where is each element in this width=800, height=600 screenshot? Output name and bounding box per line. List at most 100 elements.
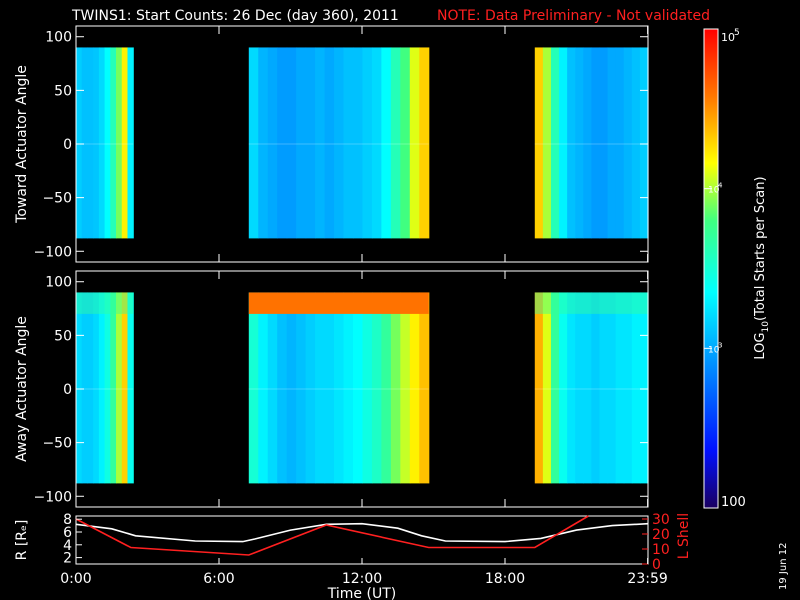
heatmap-cell-away-0-7 (116, 292, 123, 484)
heatmap-cell-away-1-5 (296, 292, 307, 484)
heatmap-cell-away-1-4 (286, 292, 297, 484)
heatmap-cell-away-1-16 (400, 292, 411, 484)
heatmap-cell-away-1-12 (362, 292, 373, 484)
colorbar-tick-base-1: 10 (708, 345, 720, 355)
preliminary-note: NOTE: Data Preliminary - Not validated (437, 8, 710, 24)
heatmap-cell-toward-2-4 (567, 47, 576, 239)
orbit-ytick-left-label-1: 6 (63, 525, 72, 541)
heatmap-cell-toward-0-2 (87, 47, 94, 239)
heatmap-cell-away-0-9 (127, 292, 134, 484)
xtick-label-1: 6:00 (203, 571, 234, 587)
colorbar-top-base: 10 (721, 31, 735, 44)
heatmap-cell-toward-0-3 (93, 47, 100, 239)
ytick-label-away-2: 0 (63, 382, 72, 398)
ytick-label-toward-4: −100 (34, 244, 72, 260)
orbit-ytick-left-label-0: 8 (63, 512, 72, 528)
colorbar-tick-exp-1: 3 (718, 341, 722, 349)
ytick-label-toward-2: 0 (63, 137, 72, 153)
heatmap-cell-toward-0-7 (116, 47, 123, 239)
heatmap-cell-away-1-8 (324, 292, 335, 484)
heatmap-cell-toward-2-7 (591, 47, 601, 239)
heatmap-cell-toward-1-9 (334, 47, 345, 239)
heatmap-cell-away-2-12 (631, 292, 641, 484)
heatmap-cell-toward-1-7 (315, 47, 326, 239)
heatmap-cell-toward-1-2 (267, 47, 278, 239)
heatmap-cell-away-0-1 (81, 292, 89, 484)
toward-panel: 100 50 0 −50 −100 Toward Actuator Angle (14, 25, 649, 263)
orbit-ytick-right-label-3: 0 (652, 557, 661, 573)
heatmap-cell-away-1-6 (305, 292, 316, 484)
heatmap-cell-away-1-13 (371, 292, 382, 484)
colorbar-label-sub: 10 (761, 321, 771, 333)
heatmap-cell-toward-1-12 (362, 47, 373, 239)
top-band-away-2 (534, 292, 648, 314)
heatmap-cell-toward-2-6 (583, 47, 592, 239)
heatmap-cell-away-1-18 (419, 292, 430, 484)
heatmap-cell-away-2-9 (607, 292, 617, 484)
heatmap-cell-away-1-1 (258, 292, 269, 484)
heatmap-cell-away-2-2 (550, 292, 560, 484)
heatmap-cell-toward-2-11 (623, 47, 633, 239)
heatmap-cell-toward-1-10 (343, 47, 354, 239)
heatmap-cell-toward-2-10 (615, 47, 625, 239)
top-band-away-0 (76, 292, 134, 314)
heatmap-cell-toward-2-0 (534, 47, 544, 239)
ytick-label-toward-3: −50 (42, 191, 72, 207)
heatmap-cell-toward-2-13 (639, 47, 649, 239)
heatmap-cell-toward-2-3 (559, 47, 568, 239)
orbit-series-right (75, 515, 589, 556)
heatmap-cell-toward-2-12 (631, 47, 641, 239)
title-svg: TWINS1: Start Counts: 26 Dec (day 360), … (71, 8, 710, 24)
ylabel-orbit-right: L Shell (676, 513, 692, 559)
heatmap-cell-toward-0-4 (98, 47, 106, 239)
orbit-series-left (75, 522, 649, 543)
heatmap-cell-toward-1-0 (248, 47, 259, 239)
heatmap-cell-away-2-4 (567, 292, 576, 484)
orbit-ytick-left-label-2: 4 (63, 538, 72, 554)
heatmap-cell-away-1-17 (409, 292, 420, 484)
colorbar-min-label: 100 (721, 495, 746, 510)
colorbar-label-prefix: LOG (753, 333, 768, 360)
heatmap-cell-away-1-7 (315, 292, 326, 484)
heatmap-cell-away-1-14 (381, 292, 392, 484)
ylabel-away: Away Actuator Angle (14, 316, 30, 462)
heatmap-cell-away-1-3 (277, 292, 288, 484)
heatmap-cell-away-2-0 (534, 292, 544, 484)
colorbar-label-suffix: (Total Starts per Scan) (753, 176, 768, 321)
heatmap-cell-away-0-2 (87, 292, 94, 484)
heatmap-cell-away-0-3 (93, 292, 100, 484)
heatmap-cell-away-0-0 (76, 292, 83, 484)
heatmap-cell-toward-0-6 (110, 47, 117, 239)
heatmap-cell-away-1-2 (267, 292, 278, 484)
ylabel-orbit-left: R [Rₑ] (14, 520, 30, 561)
heatmap-cell-toward-1-17 (409, 47, 420, 239)
heatmap-cell-toward-0-0 (76, 47, 83, 239)
heatmap-cell-toward-2-2 (550, 47, 560, 239)
heatmap-cell-toward-1-5 (296, 47, 307, 239)
colorbar-tick-base-0: 10 (708, 186, 720, 196)
ytick-label-away-1: 50 (54, 328, 72, 344)
heatmap-cell-away-2-11 (623, 292, 633, 484)
heatmap-cell-away-2-3 (559, 292, 568, 484)
heatmap-cell-toward-2-9 (607, 47, 617, 239)
heatmap-cell-away-0-8 (121, 292, 129, 484)
orbit-ytick-right-label-0: 30 (652, 512, 670, 528)
xlabel: Time (UT) (327, 586, 396, 600)
ytick-label-toward-1: 50 (54, 83, 72, 99)
heatmap-cell-toward-1-3 (277, 47, 288, 239)
xtick-label-0: 0:00 (60, 571, 91, 587)
heatmap-cell-toward-1-4 (286, 47, 297, 239)
chart-title: TWINS1: Start Counts: 26 Dec (day 360), … (71, 8, 399, 24)
orbit-ytick-right-label-1: 20 (652, 527, 670, 543)
heatmap-cell-away-0-4 (98, 292, 106, 484)
colorbar-top-exp: 5 (734, 28, 740, 38)
xtick-label-3: 18:00 (485, 571, 525, 587)
top-band-away-1 (248, 292, 429, 314)
heatmap-cell-away-2-1 (542, 292, 552, 484)
heatmap-cell-away-2-6 (583, 292, 592, 484)
heatmap-cell-toward-0-5 (104, 47, 111, 239)
